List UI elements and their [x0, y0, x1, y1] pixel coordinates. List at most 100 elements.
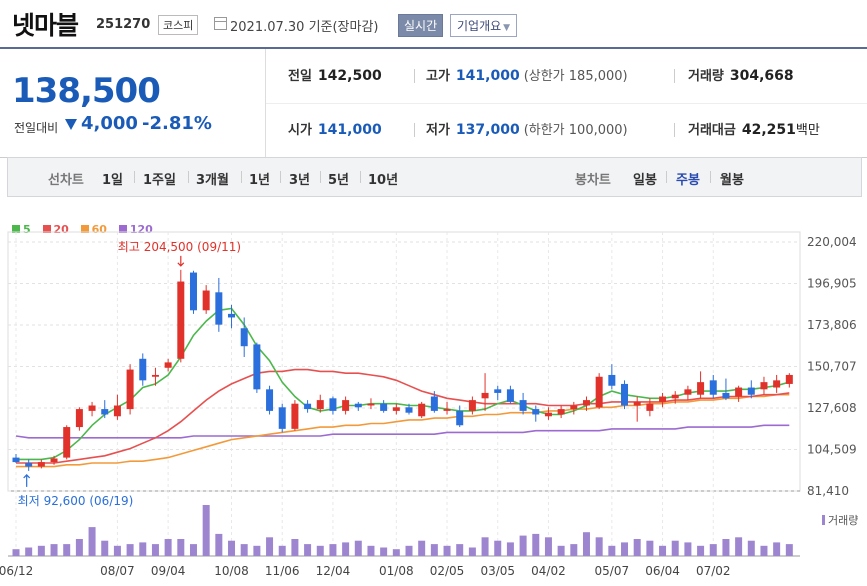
- company-info-dropdown[interactable]: 기업개요 ▼: [450, 14, 518, 37]
- candle-body: [202, 290, 210, 311]
- candle-body: [88, 405, 96, 411]
- candle-weekly[interactable]: 주봉: [676, 173, 700, 188]
- volume-bar: [405, 545, 413, 556]
- market-badge: 코스피: [158, 15, 199, 35]
- volume-bar: [608, 545, 616, 556]
- candle-body: [659, 396, 667, 402]
- volume-bar: [582, 532, 590, 556]
- candle-body: [608, 374, 616, 386]
- x-tick-label: 06/12: [0, 564, 33, 578]
- volume-bar: [75, 539, 83, 556]
- volume-bar: [773, 542, 781, 556]
- divider: [674, 123, 675, 137]
- amount-cell: 거래대금 42,251백만: [688, 103, 820, 157]
- candle-body: [189, 272, 197, 311]
- candle-body: [367, 403, 375, 406]
- x-tick-label: 09/04: [151, 564, 186, 578]
- period-3y[interactable]: 3년: [289, 173, 311, 188]
- period-1w[interactable]: 1주일: [143, 173, 176, 188]
- candle-body: [456, 410, 464, 426]
- volume-bar: [126, 544, 134, 556]
- volume-bar: [709, 544, 717, 556]
- amount-value: 42,251: [741, 122, 796, 138]
- candle-body: [75, 409, 83, 428]
- divider: [188, 171, 189, 183]
- period-5y[interactable]: 5년: [328, 173, 350, 188]
- candle-body: [684, 389, 692, 395]
- candle-body: [735, 387, 743, 397]
- ma120-line: [15, 424, 790, 439]
- max-annotation: 최고 204,500 (09/11): [118, 240, 241, 254]
- volume-bar: [113, 545, 121, 556]
- x-tick-label: 06/04: [645, 564, 680, 578]
- period-3m[interactable]: 3개월: [196, 173, 229, 188]
- volume-value: 304,668: [729, 68, 794, 84]
- candle-chart-label: 봉차트: [575, 173, 611, 188]
- volume-cell: 거래량 304,668: [688, 49, 794, 103]
- candle-body: [392, 407, 400, 411]
- x-tick-label: 03/05: [480, 564, 515, 578]
- volume-bar: [633, 539, 641, 556]
- candle-monthly[interactable]: 월봉: [720, 173, 744, 188]
- chart-legend: 5 20 60 120: [12, 223, 161, 236]
- candle-daily[interactable]: 일봉: [633, 173, 657, 188]
- legend-label: 120: [129, 223, 153, 236]
- high-value: 141,000: [455, 68, 520, 84]
- candle-body: [253, 344, 261, 390]
- candle-body: [316, 400, 324, 410]
- summary-row-2: 시가 141,000 저가 137,000 (하한가 100,000) 거래대금 42,…: [266, 103, 867, 157]
- period-10y[interactable]: 10년: [368, 173, 399, 188]
- down-triangle-icon: [65, 119, 77, 130]
- candle-body: [228, 313, 236, 318]
- stock-name: 넷마블: [12, 11, 79, 40]
- candle-body: [139, 358, 147, 381]
- x-tick-label: 11/06: [265, 564, 300, 578]
- candle-body: [646, 403, 654, 411]
- y-tick-label: 104,509: [807, 443, 857, 457]
- candle-body: [532, 409, 540, 415]
- low-value: 137,000: [455, 122, 520, 138]
- volume-bar: [25, 547, 33, 556]
- period-1y[interactable]: 1년: [249, 173, 271, 188]
- prev-close-label: 전일: [288, 69, 312, 84]
- volume-bar: [139, 542, 147, 556]
- volume-bar: [215, 533, 223, 556]
- volume-bar: [291, 539, 299, 556]
- volume-bar: [240, 544, 248, 556]
- low-cell: 저가 137,000 (하한가 100,000): [426, 103, 628, 157]
- candle-body: [329, 398, 337, 411]
- y-tick-label: 220,004: [807, 235, 857, 249]
- date-text: 2021.07.30 기준(장마감): [230, 20, 379, 35]
- legend-item-ma60: 60: [80, 223, 107, 236]
- max-arrow-icon: [177, 255, 185, 267]
- y-tick-label: 173,806: [807, 318, 857, 332]
- realtime-button[interactable]: 실시간: [398, 14, 444, 37]
- legend-swatch: [80, 225, 89, 233]
- volume-bar: [722, 539, 730, 556]
- candle-body: [380, 403, 388, 411]
- volume-legend-swatch: [822, 515, 825, 525]
- candle-body: [621, 383, 629, 406]
- candle-body: [25, 462, 33, 467]
- volume-bar: [532, 533, 540, 556]
- volume-bar: [354, 540, 362, 556]
- legend-item-ma120: 120: [118, 223, 153, 236]
- candle-body: [405, 407, 413, 413]
- open-label: 시가: [288, 123, 312, 138]
- stock-code: 251270: [96, 17, 151, 32]
- volume-bar: [760, 545, 768, 556]
- header-divider: [0, 47, 867, 49]
- divider: [134, 171, 135, 183]
- volume-bar: [646, 540, 654, 556]
- volume-bar: [392, 549, 400, 556]
- period-1d[interactable]: 1일: [102, 173, 124, 188]
- chevron-down-icon: ▼: [503, 23, 511, 33]
- period-bar: 선차트 1일 1주일 3개월 1년 3년 5년 10년 봉차트 일봉 주봉 월봉: [7, 157, 862, 197]
- volume-bar: [202, 505, 210, 556]
- legend-swatch: [42, 225, 51, 233]
- volume-bar: [747, 540, 755, 556]
- legend-label: 20: [53, 223, 69, 236]
- divider: [666, 171, 667, 183]
- volume-bar: [468, 547, 476, 556]
